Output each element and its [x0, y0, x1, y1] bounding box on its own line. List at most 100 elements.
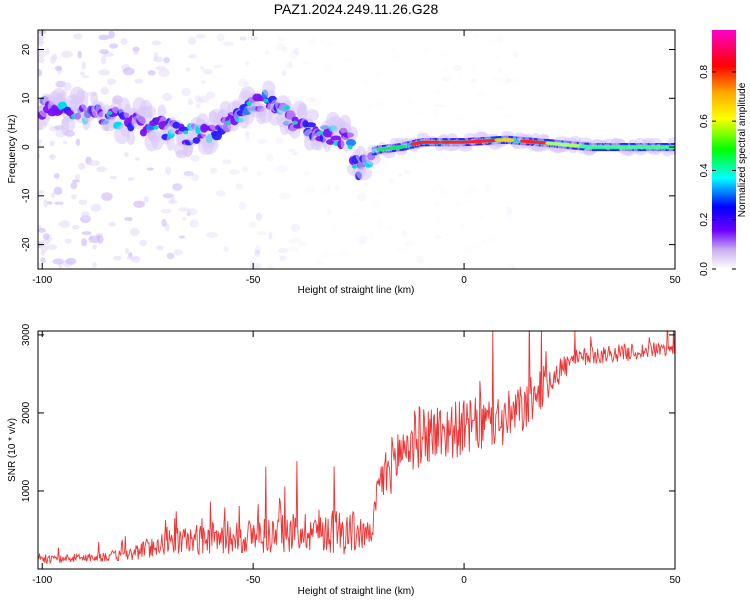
heatmap-speck	[241, 166, 249, 173]
heatmap-speck	[291, 151, 299, 156]
heatmap-speck	[379, 162, 389, 167]
heatmap-speck	[440, 152, 448, 159]
heatmap-speck	[222, 41, 235, 47]
heatmap-speck	[316, 260, 325, 266]
snr-frame	[37, 330, 676, 570]
x-tick-label: -50	[246, 575, 261, 586]
heatmap-speck	[124, 152, 129, 158]
heatmap-speck	[278, 192, 291, 200]
heatmap-speck	[456, 201, 461, 207]
heatmap-speck	[487, 40, 496, 44]
heatmap-speck	[505, 210, 515, 220]
heatmap-speck	[496, 104, 506, 111]
x-tick-label: 50	[669, 275, 681, 286]
heatmap-speck	[245, 61, 250, 66]
heatmap-speck	[239, 36, 247, 41]
heatmap-speck	[50, 154, 55, 161]
heatmap-speck	[377, 219, 384, 229]
heatmap-speck	[71, 224, 80, 230]
heatmap-speck	[275, 164, 288, 173]
heatmap-speck	[361, 189, 369, 195]
heatmap-speck	[38, 142, 42, 147]
heatmap-speck	[470, 78, 478, 83]
heatmap-speck	[101, 55, 107, 65]
heatmap-speck	[304, 186, 315, 194]
heatmap-speck	[401, 230, 407, 238]
colorbar-label: Normalized spectral amplitude	[737, 82, 748, 217]
heatmap-hot-spot	[107, 110, 113, 115]
heatmap-speck	[395, 247, 408, 252]
heatmap-speck	[387, 181, 396, 187]
heatmap-speck	[505, 206, 513, 214]
heatmap-speck	[442, 76, 452, 82]
heatmap-speck	[62, 140, 68, 145]
heatmap-speck	[61, 50, 73, 59]
heatmap-hot-spot	[292, 120, 298, 125]
heatmap-speck	[106, 78, 116, 85]
heatmap-speck	[161, 218, 167, 227]
heatmap-speck	[289, 49, 298, 59]
heatmap-speck	[38, 262, 42, 268]
heatmap-speck	[469, 80, 480, 85]
heatmap-speck	[155, 65, 167, 71]
heatmap-speck	[288, 148, 296, 153]
colorbar-tick-label: 0.0	[699, 262, 710, 276]
heatmap-speck	[403, 169, 412, 176]
heatmap-speck	[265, 153, 274, 162]
heatmap-speck	[42, 233, 50, 241]
heatmap-speck	[88, 235, 101, 244]
heatmap-speck	[49, 140, 55, 147]
heatmap-speck	[74, 173, 81, 180]
heatmap-speck	[397, 173, 403, 177]
heatmap-speck	[128, 252, 133, 259]
heatmap-speck	[327, 208, 332, 216]
heatmap-speck	[275, 42, 286, 51]
heatmap-speck	[281, 70, 287, 76]
x-tick-label: -50	[246, 275, 261, 286]
heatmap-speck	[223, 246, 229, 252]
heatmap-speck	[199, 66, 205, 70]
heatmap-speck	[315, 98, 322, 104]
heatmap-speck	[465, 199, 472, 203]
heatmap-speck	[494, 35, 507, 44]
heatmap-speck	[322, 252, 334, 259]
heatmap-speck	[198, 95, 210, 103]
heatmap-speck	[389, 178, 394, 184]
heatmap-speck	[344, 59, 353, 63]
heatmap-hot-spot	[263, 98, 269, 103]
colorbar-tick-label: 0.2	[699, 212, 710, 226]
heatmap-speck	[254, 245, 262, 254]
heatmap-speck	[38, 68, 43, 77]
heatmap-speck	[287, 246, 299, 252]
heatmap-speck	[249, 36, 258, 41]
heatmap-speck	[458, 74, 463, 79]
heatmap-hot-spot	[347, 145, 353, 150]
heatmap-speck	[361, 78, 370, 84]
heatmap-speck	[267, 263, 274, 269]
heatmap-speck	[268, 231, 273, 240]
heatmap-speck	[78, 199, 88, 205]
heatmap-speck	[278, 36, 285, 42]
heatmap-speck	[356, 193, 367, 202]
heatmap-speck	[439, 52, 448, 57]
heatmap-speck	[458, 223, 467, 229]
heatmap-speck	[124, 216, 133, 222]
heatmap-speck	[127, 177, 135, 181]
colorbar: 0.0 0.2 0.4 0.6 0.8 Normalized spectral ampl…	[699, 30, 748, 276]
heatmap-speck	[460, 191, 472, 197]
heatmap-speck	[507, 264, 515, 269]
heatmap-speck	[366, 233, 375, 242]
heatmap-speck	[63, 82, 72, 91]
heatmap-speck	[489, 236, 499, 242]
heatmap-speck	[188, 54, 198, 59]
heatmap-hot-spot	[153, 125, 159, 130]
heatmap-speck	[162, 92, 173, 102]
heatmap-speck	[43, 199, 48, 208]
heatmap-speck	[485, 185, 491, 193]
snr-y-ticks: 1000 2000 3000	[21, 323, 675, 502]
y-tick-label: 20	[21, 44, 32, 56]
heatmap-speck	[477, 249, 484, 253]
heatmap-speck	[167, 199, 178, 204]
heatmap-speck	[202, 68, 214, 75]
heatmap-speck	[442, 67, 449, 72]
